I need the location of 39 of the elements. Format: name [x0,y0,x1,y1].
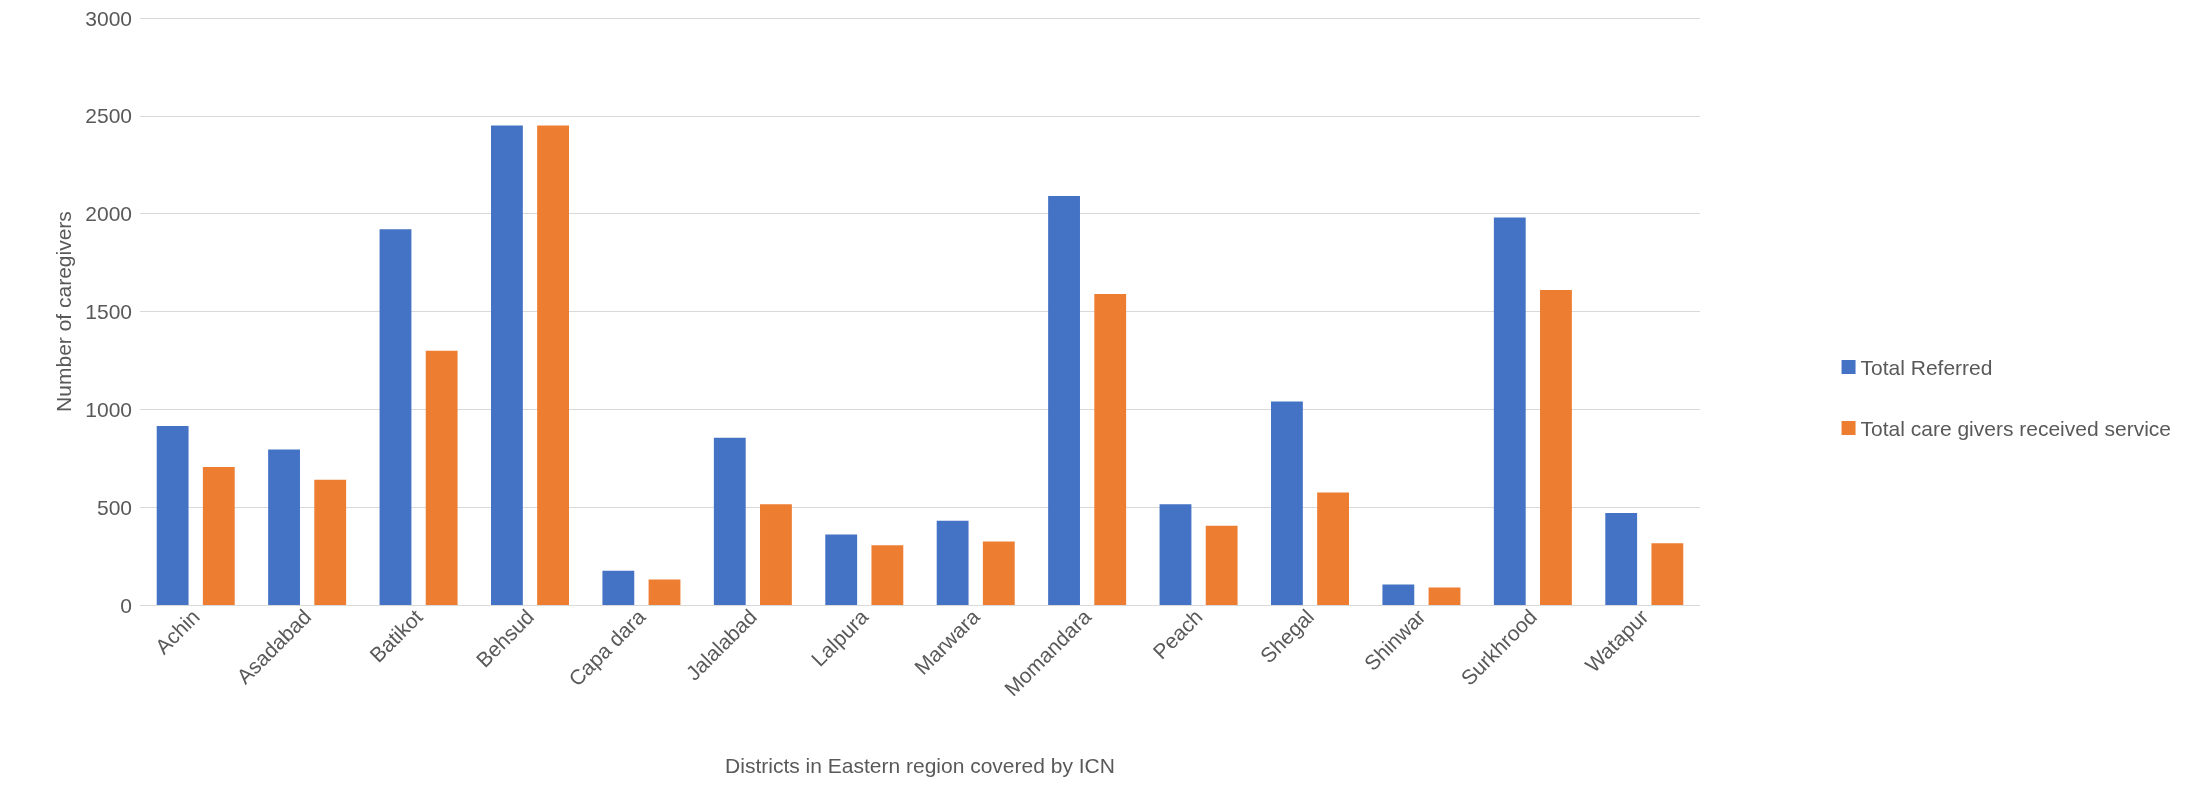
bar [268,449,300,605]
bar [648,579,681,605]
legend-label: Total care givers received service [1860,416,2172,440]
bar [1382,584,1415,605]
bar [1428,587,1461,605]
y-tick-label: 1000 [85,397,132,421]
bar [156,425,189,605]
bar [1271,401,1303,605]
bar [1493,217,1526,605]
bar [982,541,1015,605]
bar [1159,504,1192,605]
bar [760,504,792,605]
x-axis-title: Districts in Eastern region covered by ICN [725,754,1115,777]
bar [936,520,969,605]
y-tick-label: 500 [96,495,132,519]
bar [314,479,347,605]
y-tick-label: 0 [120,593,132,617]
legend-label: Total Referred [1860,355,1993,379]
bar [1205,525,1238,605]
bar [1094,293,1127,605]
y-axis-title: Number of caregivers [52,211,76,412]
bar [425,350,458,605]
bar [202,467,235,605]
bar [1540,289,1572,605]
bar [379,229,412,605]
bar [1317,492,1349,605]
bar [825,534,858,605]
bar [713,437,746,605]
bar [871,545,904,605]
bar [537,125,569,605]
bar [1651,543,1684,605]
y-tick-label: 1500 [85,300,132,323]
bar [602,570,635,605]
y-tick-label: 3000 [85,6,132,30]
y-tick-label: 2000 [85,202,132,226]
y-tick-label: 2500 [85,104,132,128]
bar [1048,196,1080,605]
bar [1605,513,1638,605]
bar [491,125,523,605]
